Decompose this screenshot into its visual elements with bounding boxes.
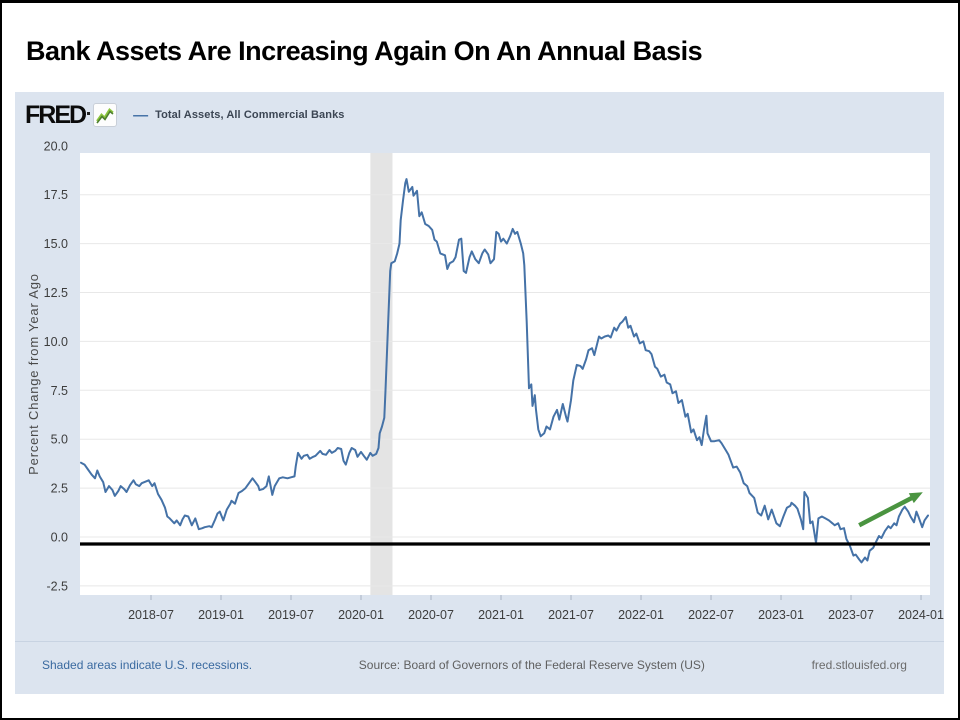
fred-chart-widget: FRED — Total Assets, All Commercial Bank… (15, 92, 944, 694)
fred-header: FRED — Total Assets, All Commercial Bank… (25, 98, 345, 132)
fred-site-url: fred.stlouisfed.org (811, 658, 907, 672)
source-attribution: Source: Board of Governors of the Federa… (358, 658, 705, 672)
recession-shading-note: Shaded areas indicate U.S. recessions. (42, 658, 253, 672)
page-title: Bank Assets Are Increasing Again On An A… (26, 36, 703, 66)
legend-series-label: Total Assets, All Commercial Banks (155, 109, 345, 121)
legend-line-swatch: — (133, 106, 149, 124)
fred-sparkline-icon (93, 103, 118, 127)
fred-logo: FRED (25, 100, 87, 129)
chart-footer: Shaded areas indicate U.S. recessions. S… (15, 655, 944, 675)
footer-separator (15, 641, 944, 642)
fred-logo-trademark-dot (87, 112, 91, 115)
